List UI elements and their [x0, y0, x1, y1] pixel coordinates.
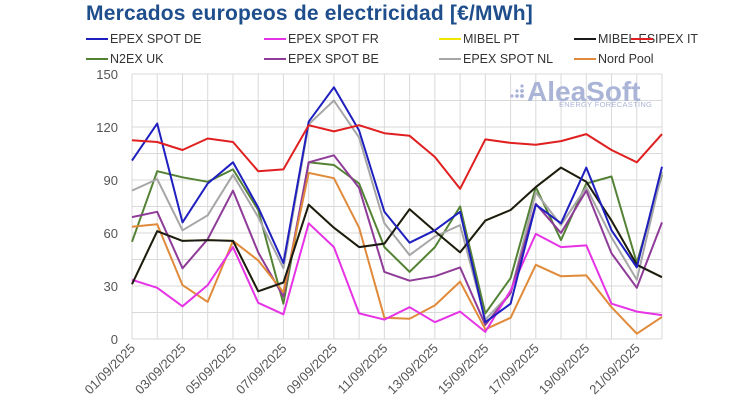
legend-label: N2EX UK	[110, 52, 164, 66]
legend-item-mibel-pt: MIBEL PT	[439, 32, 520, 46]
series-epex-spot-be	[131, 154, 663, 326]
logo-dot	[510, 94, 514, 98]
x-axis: 01/09/202503/09/202505/09/202507/09/2025…	[81, 341, 642, 398]
x-tick-label: 05/09/2025	[182, 341, 239, 398]
x-tick-label: 09/09/2025	[283, 341, 340, 398]
legend-swatch	[439, 38, 461, 40]
legend-label: EPEX SPOT BE	[288, 52, 379, 66]
legend-label: MIBEL PT	[463, 32, 520, 46]
legend-swatch	[574, 58, 596, 60]
aleasoft-watermark: AleaSoft ENERGY FORECASTING	[510, 76, 652, 109]
y-tick-label: 30	[104, 279, 118, 294]
legend-swatch	[264, 38, 286, 40]
legend-swatch	[86, 38, 108, 40]
legend-label: EPEX SPOT FR	[288, 32, 379, 46]
x-tick-label: 11/09/2025	[335, 341, 391, 397]
series-nord-pool	[131, 171, 663, 335]
logo-dot	[515, 94, 519, 98]
x-tick-label: 15/09/2025	[435, 341, 492, 398]
legend-label: EPEX SPOT NL	[463, 52, 554, 66]
logo-dot	[520, 84, 524, 88]
legend-item-epex-spot-be: EPEX SPOT BE	[264, 52, 379, 66]
legend-label: IPEX IT	[655, 32, 699, 46]
legend-item-epex-spot-nl: EPEX SPOT NL	[439, 52, 553, 66]
legend-swatch	[439, 58, 461, 60]
x-tick-label: 03/09/2025	[132, 341, 189, 398]
series-epex-spot-de	[131, 86, 663, 324]
grid	[131, 73, 663, 340]
y-tick-label: 60	[104, 226, 118, 241]
series-mibel-es	[131, 166, 663, 293]
legend-item-ipex-it: IPEX IT	[631, 32, 698, 46]
logo-dot	[515, 89, 519, 93]
y-axis: 0 30 60 90 120 150	[96, 67, 118, 347]
watermark-tagline: ENERGY FORECASTING	[559, 100, 652, 109]
legend-item-nord-pool: Nord Pool	[574, 52, 654, 66]
aleasoft-logo-icon	[510, 84, 525, 99]
logo-dot	[519, 93, 525, 99]
x-tick-label: 21/09/2025	[586, 341, 643, 398]
legend-label: MIBEL ES	[598, 32, 656, 46]
x-tick-label: 07/09/2025	[233, 341, 290, 398]
legend-label: Nord Pool	[598, 52, 654, 66]
x-tick-label: 01/09/2025	[81, 341, 138, 398]
legend-swatch	[264, 58, 286, 60]
legend-item-epex-spot-fr: EPEX SPOT FR	[264, 32, 379, 46]
y-tick-label: 90	[104, 173, 118, 188]
series-epex-spot-fr	[131, 222, 663, 333]
series-lines	[131, 86, 663, 335]
watermark-brand: AleaSoft	[527, 76, 641, 107]
legend-item-n2ex-uk: N2EX UK	[86, 52, 164, 66]
y-tick-label: 150	[96, 67, 118, 82]
legend-swatch	[574, 38, 596, 40]
series-ipex-it	[131, 124, 663, 190]
chart-title: Mercados europeos de electricidad [€/MWh…	[86, 2, 533, 25]
x-tick-label: 13/09/2025	[384, 341, 441, 398]
series-epex-spot-nl	[131, 99, 663, 321]
series-mibel-pt	[131, 166, 663, 293]
legend-item-epex-spot-de: EPEX SPOT DE	[86, 32, 201, 46]
legend-swatch	[631, 38, 653, 40]
logo-dot	[520, 89, 524, 93]
x-tick-label: 19/09/2025	[536, 341, 593, 398]
legend-swatch	[86, 58, 108, 60]
legend-item-mibel-es: MIBEL ES	[574, 32, 655, 46]
x-tick-label: 17/09/2025	[485, 341, 542, 398]
y-tick-label: 120	[96, 120, 118, 135]
y-tick-label: 0	[111, 332, 118, 347]
legend-label: EPEX SPOT DE	[110, 32, 202, 46]
